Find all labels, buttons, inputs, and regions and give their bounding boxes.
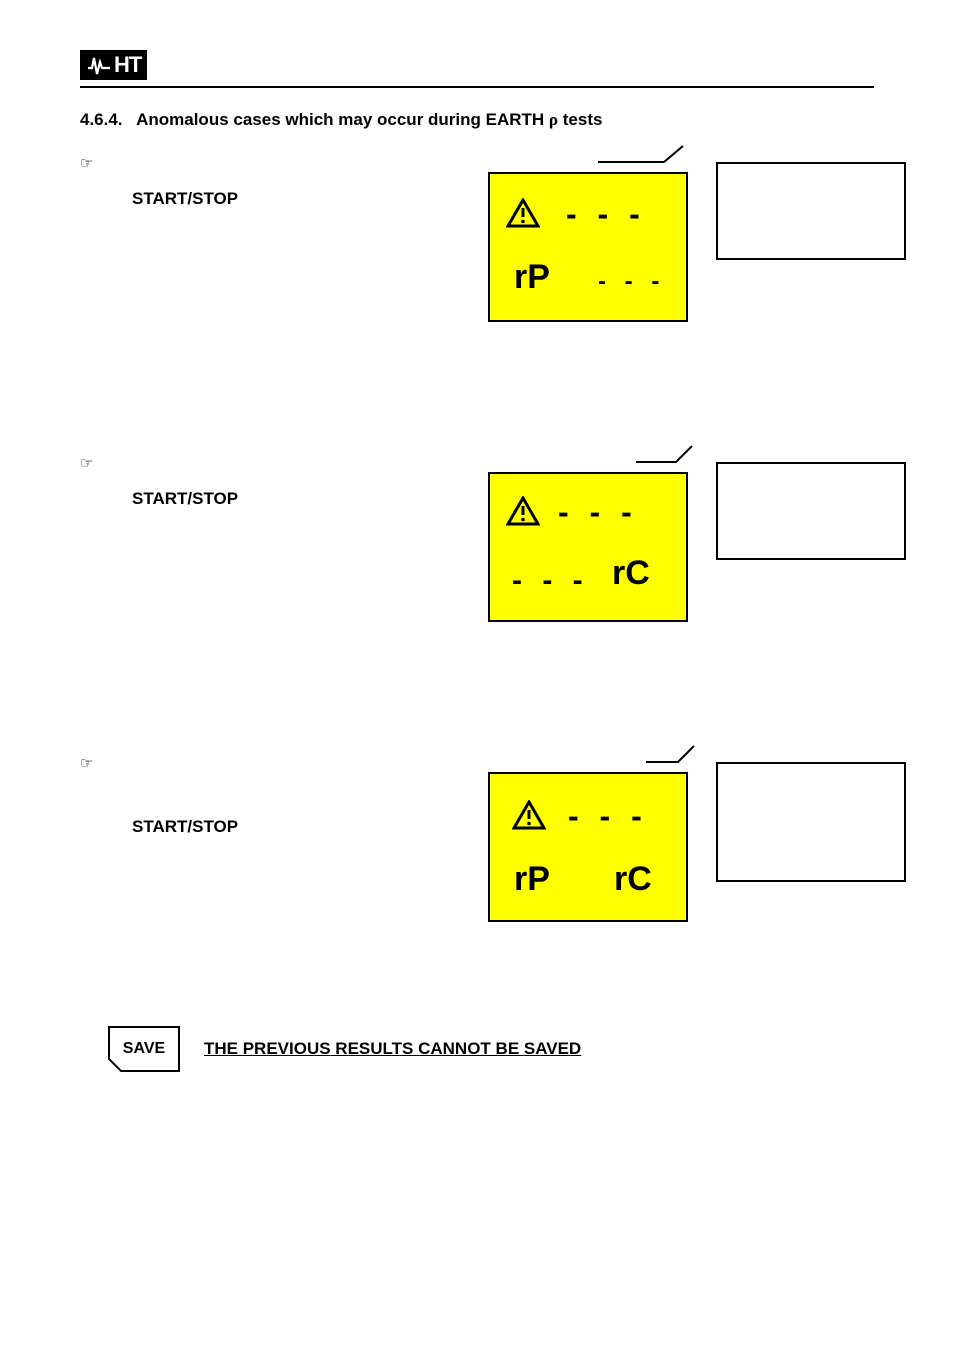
side-box [716,162,906,260]
startstop-label: START/STOP [80,489,460,509]
brand-text: HT [114,54,141,76]
lcd-container: - - - rP rC [488,756,688,922]
warning-icon [506,198,540,228]
section-number: 4.6.4. [80,110,123,129]
startstop-label: START/STOP [80,817,460,837]
pointing-hand-icon: ☞ [80,756,460,771]
section-title: 4.6.4. Anomalous cases which may occur d… [80,110,874,130]
startstop-label: START/STOP [80,189,460,209]
lcd-top-dashes: - - - [568,800,648,832]
lcd-rc-label: rC [614,862,652,896]
brand-logo: HT [80,50,147,80]
case-left: ☞ START/STOP [80,756,460,837]
section-title-prefix: Anomalous cases which may occur during E… [136,110,549,129]
lcd-container: - - - rP - - - [488,156,688,322]
lcd-container: - - - - - - rC [488,456,688,622]
save-note-text: THE PREVIOUS RESULTS CANNOT BE SAVED [204,1039,581,1059]
save-label: SAVE [123,1040,165,1058]
header: HT [80,50,874,80]
rho-symbol: ρ [549,110,558,129]
lcd-screen: - - - rP rC [488,772,688,922]
lcd-top-dashes: - - - [558,496,638,528]
lcd-rc-label: rC [612,556,650,590]
lcd-bottom-dashes: - - - [512,566,589,596]
save-badge: SAVE [108,1026,180,1072]
lcd-rp-label: rP [514,260,550,294]
save-note-row: SAVE THE PREVIOUS RESULTS CANNOT BE SAVE… [80,1026,874,1072]
lcd-screen: - - - rP - - - [488,172,688,322]
case-rprc: ☞ START/STOP - - - rP rC [80,756,874,926]
pointing-hand-icon: ☞ [80,456,460,471]
warning-icon [506,496,540,526]
wave-icon [86,54,112,76]
folded-corner-icon [108,1056,124,1072]
lcd-top-dashes: - - - [566,198,646,230]
pointing-hand-icon: ☞ [80,156,460,171]
side-box [716,462,906,560]
lcd-rp-label: rP [514,862,550,896]
case-left: ☞ START/STOP [80,156,460,209]
warning-icon [512,800,546,830]
side-box-col [716,156,906,260]
side-box-col [716,756,906,882]
header-divider [80,86,874,88]
side-box-col [716,456,906,560]
case-rp: ☞ START/STOP - - - rP - - - [80,156,874,326]
case-left: ☞ START/STOP [80,456,460,509]
section-title-suffix: tests [558,110,602,129]
lcd-screen: - - - - - - rC [488,472,688,622]
side-box [716,762,906,882]
case-rc: ☞ START/STOP - - - - - - rC [80,456,874,626]
lcd-bottom-dashes: - - - [598,270,665,294]
